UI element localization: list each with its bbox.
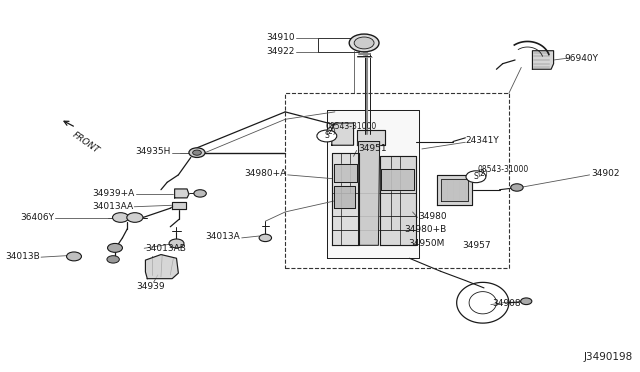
- Circle shape: [67, 252, 81, 261]
- Polygon shape: [381, 169, 415, 190]
- Polygon shape: [145, 254, 179, 279]
- Circle shape: [189, 148, 205, 157]
- Text: 34908: 34908: [492, 299, 521, 308]
- Text: S: S: [324, 131, 329, 141]
- Circle shape: [107, 256, 119, 263]
- Bar: [318, 38, 358, 52]
- Polygon shape: [356, 131, 385, 145]
- Text: 34902: 34902: [591, 169, 620, 178]
- Polygon shape: [332, 123, 353, 145]
- Polygon shape: [175, 189, 189, 198]
- Circle shape: [466, 171, 486, 183]
- Text: 34980: 34980: [419, 212, 447, 221]
- Circle shape: [169, 239, 184, 248]
- Polygon shape: [532, 51, 554, 69]
- Circle shape: [127, 213, 143, 222]
- Text: 34013B: 34013B: [5, 252, 40, 261]
- Text: 08543-31000: 08543-31000: [478, 165, 529, 174]
- Polygon shape: [358, 141, 380, 245]
- Polygon shape: [172, 202, 186, 209]
- Text: J3490198: J3490198: [584, 352, 633, 362]
- Text: (2): (2): [326, 126, 337, 136]
- Circle shape: [259, 234, 271, 241]
- Text: 34957: 34957: [462, 241, 491, 250]
- Bar: [285, 93, 509, 267]
- Polygon shape: [437, 175, 472, 205]
- Circle shape: [511, 184, 523, 191]
- Text: 34910: 34910: [266, 33, 294, 42]
- Circle shape: [521, 298, 532, 305]
- Circle shape: [194, 190, 206, 197]
- Text: 36406Y: 36406Y: [20, 213, 54, 222]
- Text: 34950M: 34950M: [408, 239, 445, 248]
- Polygon shape: [332, 153, 358, 245]
- Circle shape: [113, 213, 129, 222]
- Text: 34013A: 34013A: [205, 232, 241, 241]
- Polygon shape: [440, 179, 468, 201]
- Text: S: S: [474, 172, 478, 181]
- Polygon shape: [328, 110, 419, 258]
- Circle shape: [193, 150, 202, 155]
- Circle shape: [317, 130, 337, 142]
- Text: FRONT: FRONT: [71, 131, 101, 155]
- Text: 34980+A: 34980+A: [244, 169, 287, 178]
- Text: 34939: 34939: [136, 282, 164, 291]
- Text: 34939+A: 34939+A: [93, 189, 135, 198]
- Polygon shape: [380, 156, 415, 245]
- Circle shape: [349, 34, 379, 52]
- Text: 24341Y: 24341Y: [465, 136, 499, 145]
- Text: 34922: 34922: [266, 47, 294, 56]
- Circle shape: [108, 243, 122, 252]
- Polygon shape: [333, 164, 356, 182]
- Text: 96940Y: 96940Y: [564, 54, 599, 62]
- Text: 34935H: 34935H: [135, 147, 170, 156]
- Text: 34951: 34951: [358, 144, 387, 153]
- Circle shape: [354, 37, 374, 49]
- Polygon shape: [333, 186, 355, 208]
- Text: 34013AB: 34013AB: [145, 244, 186, 253]
- Text: 34980+B: 34980+B: [404, 225, 447, 234]
- Text: 08543-31000: 08543-31000: [326, 122, 377, 131]
- Text: 34013AA: 34013AA: [92, 202, 133, 211]
- Text: (2): (2): [478, 169, 488, 178]
